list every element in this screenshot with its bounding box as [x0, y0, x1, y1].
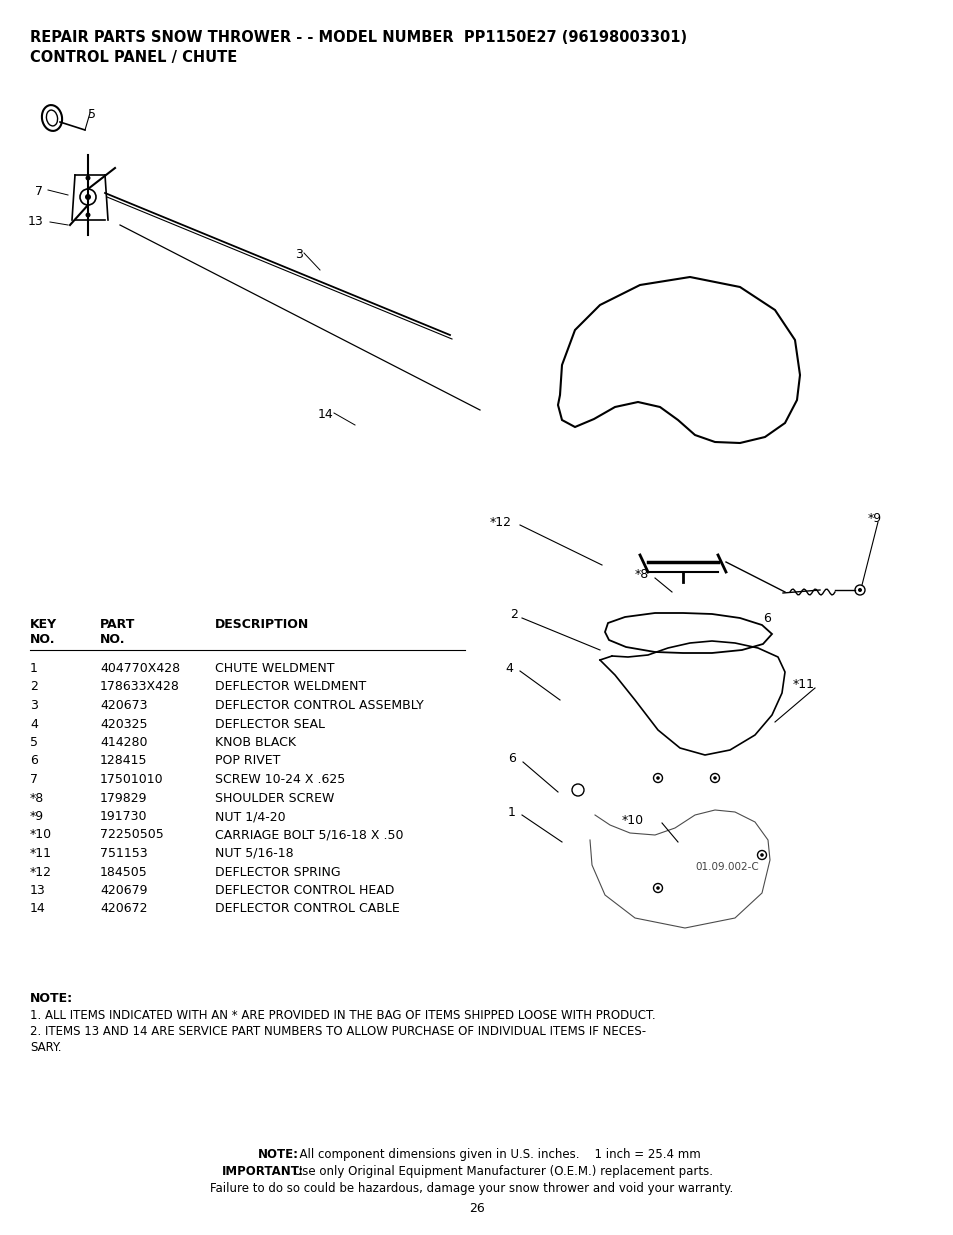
Text: *9: *9 [30, 810, 44, 823]
Text: NOTE:: NOTE: [257, 1149, 298, 1161]
Text: *9: *9 [867, 511, 882, 525]
Text: SARY.: SARY. [30, 1041, 61, 1053]
Text: DEFLECTOR SPRING: DEFLECTOR SPRING [214, 866, 340, 878]
Text: *11: *11 [30, 847, 52, 860]
Text: 414280: 414280 [100, 736, 148, 748]
Text: *12: *12 [490, 515, 512, 529]
Text: DEFLECTOR SEAL: DEFLECTOR SEAL [214, 718, 325, 730]
Text: DESCRIPTION: DESCRIPTION [214, 618, 309, 631]
Text: *10: *10 [621, 814, 643, 826]
Text: SCREW 10-24 X .625: SCREW 10-24 X .625 [214, 773, 345, 785]
Text: CHUTE WELDMENT: CHUTE WELDMENT [214, 662, 335, 676]
Text: 404770X428: 404770X428 [100, 662, 180, 676]
Text: 2. ITEMS 13 AND 14 ARE SERVICE PART NUMBERS TO ALLOW PURCHASE OF INDIVIDUAL ITEM: 2. ITEMS 13 AND 14 ARE SERVICE PART NUMB… [30, 1025, 645, 1037]
Text: KNOB BLACK: KNOB BLACK [214, 736, 295, 748]
Text: SHOULDER SCREW: SHOULDER SCREW [214, 792, 334, 804]
Circle shape [86, 212, 91, 217]
Text: NOTE:: NOTE: [30, 992, 73, 1005]
Text: All component dimensions given in U.S. inches.    1 inch = 25.4 mm: All component dimensions given in U.S. i… [292, 1149, 700, 1161]
Text: 3: 3 [294, 248, 302, 261]
Text: 1: 1 [30, 662, 38, 676]
Text: 4: 4 [30, 718, 38, 730]
Text: 6: 6 [762, 611, 770, 625]
Text: 179829: 179829 [100, 792, 148, 804]
Text: *12: *12 [30, 866, 52, 878]
Text: 6: 6 [507, 752, 516, 764]
Text: 13: 13 [30, 884, 46, 897]
Text: 420679: 420679 [100, 884, 148, 897]
Text: 5: 5 [88, 107, 96, 121]
Text: KEY
NO.: KEY NO. [30, 618, 57, 646]
Text: 751153: 751153 [100, 847, 148, 860]
Text: 7: 7 [30, 773, 38, 785]
Text: 3: 3 [30, 699, 38, 713]
Text: 184505: 184505 [100, 866, 148, 878]
Text: CARRIAGE BOLT 5/16-18 X .50: CARRIAGE BOLT 5/16-18 X .50 [214, 829, 403, 841]
Text: 14: 14 [30, 903, 46, 915]
Circle shape [760, 853, 763, 857]
Circle shape [85, 194, 91, 200]
Text: *11: *11 [792, 678, 814, 692]
Text: 26: 26 [469, 1202, 484, 1215]
Text: Use only Original Equipment Manufacturer (O.E.M.) replacement parts.: Use only Original Equipment Manufacturer… [290, 1165, 712, 1178]
Text: Failure to do so could be hazardous, damage your snow thrower and void your warr: Failure to do so could be hazardous, dam… [210, 1182, 733, 1195]
Circle shape [656, 887, 659, 889]
Circle shape [857, 588, 862, 592]
Text: 4: 4 [504, 662, 513, 674]
Text: 01.09.002-C: 01.09.002-C [695, 862, 758, 872]
Text: PART
NO.: PART NO. [100, 618, 135, 646]
Text: POP RIVET: POP RIVET [214, 755, 280, 767]
Text: 420325: 420325 [100, 718, 148, 730]
Text: IMPORTANT:: IMPORTANT: [222, 1165, 304, 1178]
Text: 6: 6 [30, 755, 38, 767]
Text: NUT 1/4-20: NUT 1/4-20 [214, 810, 285, 823]
Text: 128415: 128415 [100, 755, 148, 767]
Text: 1. ALL ITEMS INDICATED WITH AN * ARE PROVIDED IN THE BAG OF ITEMS SHIPPED LOOSE : 1. ALL ITEMS INDICATED WITH AN * ARE PRO… [30, 1009, 655, 1023]
Text: 5: 5 [30, 736, 38, 748]
Text: *8: *8 [635, 568, 649, 582]
Text: 2: 2 [510, 609, 517, 621]
Text: NUT 5/16-18: NUT 5/16-18 [214, 847, 294, 860]
Text: DEFLECTOR CONTROL CABLE: DEFLECTOR CONTROL CABLE [214, 903, 399, 915]
Text: 72250505: 72250505 [100, 829, 164, 841]
Text: *8: *8 [30, 792, 44, 804]
Text: 191730: 191730 [100, 810, 148, 823]
Text: *10: *10 [30, 829, 52, 841]
Text: 17501010: 17501010 [100, 773, 164, 785]
Text: 420672: 420672 [100, 903, 148, 915]
Text: REPAIR PARTS SNOW THROWER - - MODEL NUMBER  PP1150E27 (96198003301): REPAIR PARTS SNOW THROWER - - MODEL NUMB… [30, 30, 686, 44]
Text: 2: 2 [30, 680, 38, 694]
Circle shape [713, 777, 716, 779]
Text: 1: 1 [507, 805, 516, 819]
Text: 7: 7 [35, 185, 43, 198]
Text: DEFLECTOR WELDMENT: DEFLECTOR WELDMENT [214, 680, 366, 694]
Circle shape [656, 777, 659, 779]
Circle shape [86, 175, 91, 180]
Text: DEFLECTOR CONTROL HEAD: DEFLECTOR CONTROL HEAD [214, 884, 394, 897]
Text: 13: 13 [28, 215, 44, 228]
Text: 420673: 420673 [100, 699, 148, 713]
Text: CONTROL PANEL / CHUTE: CONTROL PANEL / CHUTE [30, 49, 237, 65]
Text: DEFLECTOR CONTROL ASSEMBLY: DEFLECTOR CONTROL ASSEMBLY [214, 699, 423, 713]
Text: 14: 14 [317, 408, 334, 421]
Text: 178633X428: 178633X428 [100, 680, 180, 694]
